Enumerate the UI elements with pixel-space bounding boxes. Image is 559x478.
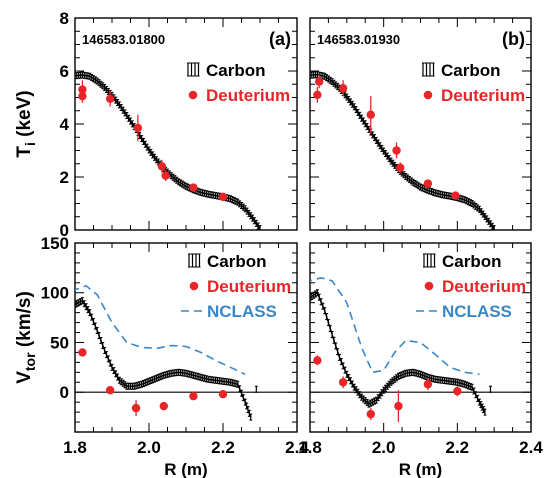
plot-frame xyxy=(74,17,298,231)
legend-label: NCLASS xyxy=(207,302,277,321)
y-tick-label: 2 xyxy=(60,168,69,187)
deuterium-point xyxy=(189,183,198,192)
plot-frame xyxy=(309,242,532,433)
legend: Carbon Deuterium xyxy=(422,61,525,105)
y-axis-label: Vtor (km/s) xyxy=(14,291,38,384)
deuterium-point xyxy=(105,386,115,395)
deuterium-point xyxy=(394,401,403,411)
legend: Carbon Deuterium xyxy=(187,61,290,105)
deuterium-point xyxy=(396,163,405,172)
deuterium-point xyxy=(366,409,375,419)
legend: Carbon Deuterium NCLASS xyxy=(181,252,291,321)
nclass-curve xyxy=(310,276,480,376)
legend-deuterium-symbol xyxy=(423,90,433,100)
legend-deuterium-symbol xyxy=(424,281,434,291)
deuterium-point xyxy=(366,110,375,119)
x-axis-label: R (m) xyxy=(164,460,207,478)
legend-label: Deuterium xyxy=(206,86,290,105)
panel-3: 1.8 2.0 2.2 2.4 R (m) Carbon Deuterium NCLASS xyxy=(298,242,543,478)
legend-deuterium-symbol xyxy=(189,281,199,291)
deuterium-point xyxy=(315,77,324,86)
x-axis-label: R (m) xyxy=(399,460,442,478)
plot-frame xyxy=(309,17,532,231)
deuterium-point xyxy=(338,378,348,387)
legend: Carbon Deuterium NCLASS xyxy=(416,252,526,321)
data-layer xyxy=(310,276,492,423)
panel-1: 146583.01930 (b)Carbon Deuterium xyxy=(309,17,532,231)
x-tick-label: 2.0 xyxy=(372,438,396,457)
legend-label: Deuterium xyxy=(442,277,526,296)
carbon-profile xyxy=(310,291,486,413)
y-tick-label: 150 xyxy=(41,234,69,253)
y-tick-label: 6 xyxy=(60,62,69,81)
x-tick-label: 2.0 xyxy=(137,438,161,457)
data-layer xyxy=(310,71,496,230)
legend-label: Carbon xyxy=(207,252,267,271)
data-layer xyxy=(75,284,258,421)
legend-label: Carbon xyxy=(441,61,501,80)
y-tick-label: 50 xyxy=(50,333,69,352)
deuterium-point xyxy=(313,356,322,365)
legend-label: Carbon xyxy=(442,252,502,271)
deuterium-point xyxy=(453,387,462,396)
deuterium-point xyxy=(159,401,168,411)
panel-0: 0 2 4 6 8 Ti (keV) 146583.01800 (a)Carbon Deuter… xyxy=(14,9,298,240)
x-tick-label: 1.8 xyxy=(298,438,322,457)
deuterium-point xyxy=(423,179,433,188)
deuterium-point xyxy=(338,84,348,93)
y-axis-label: Ti (keV) xyxy=(14,90,38,157)
legend-label: Deuterium xyxy=(441,86,525,105)
x-tick-label: 2.2 xyxy=(446,438,470,457)
panel-label: (b) xyxy=(502,29,525,49)
deuterium-point xyxy=(189,391,198,401)
x-tick-label: 2.4 xyxy=(285,438,309,457)
y-tick-label: 0 xyxy=(60,221,69,240)
legend-deuterium-symbol xyxy=(188,90,198,100)
shot-number: 146583.01800 xyxy=(82,32,165,47)
plot-frame xyxy=(74,242,298,433)
x-tick-label: 2.2 xyxy=(211,438,235,457)
deuterium-point xyxy=(161,171,170,180)
deuterium-point xyxy=(423,380,433,389)
deuterium-point xyxy=(218,192,228,202)
legend-label: Deuterium xyxy=(207,277,291,296)
deuterium-point xyxy=(451,191,460,200)
x-tick-label: 1.8 xyxy=(63,438,87,457)
x-tick-label: 2.4 xyxy=(519,438,543,457)
carbon-profile xyxy=(75,299,252,418)
deuterium-point xyxy=(392,146,401,155)
deuterium-point xyxy=(313,90,322,100)
carbon-profile xyxy=(310,73,495,230)
deuterium-point xyxy=(78,348,87,357)
y-tick-label: 0 xyxy=(60,383,69,402)
deuterium-point xyxy=(157,162,167,171)
deuterium-point xyxy=(131,403,141,413)
nclass-curve xyxy=(75,284,246,376)
deuterium-point xyxy=(218,390,228,399)
y-tick-label: 4 xyxy=(60,115,70,134)
legend-label: Carbon xyxy=(206,61,266,80)
legend-label: NCLASS xyxy=(442,302,512,321)
panel-label: (a) xyxy=(269,29,291,49)
deuterium-point xyxy=(105,94,115,104)
panel-2: 0 50 100 150 1.8 2.0 2.2 2.4 R (m) Vtor (km/s) Car… xyxy=(14,234,309,478)
shot-number: 146583.01930 xyxy=(317,32,400,47)
y-tick-label: 8 xyxy=(60,9,69,28)
deuterium-point xyxy=(78,85,87,94)
deuterium-point xyxy=(133,123,143,133)
data-layer xyxy=(75,71,262,230)
y-tick-label: 100 xyxy=(41,284,69,303)
